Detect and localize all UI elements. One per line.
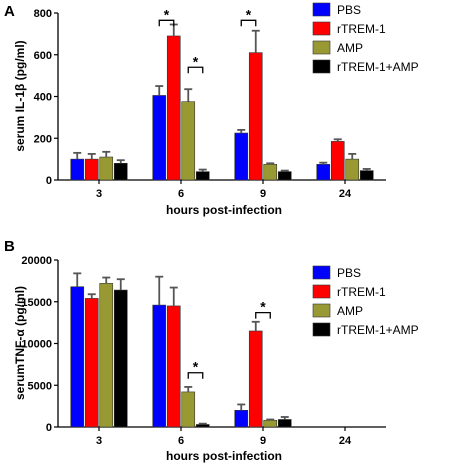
bar-amp [263, 164, 278, 181]
y-axis-title-a: serum IL-1β (pg/ml) [13, 40, 27, 151]
significance-star: * [193, 53, 199, 69]
bar-rtrem-1-amp [113, 163, 128, 181]
y-tick-label: 200 [34, 133, 52, 145]
significance-star: * [260, 299, 266, 315]
bar-amp [345, 158, 360, 181]
bar-amp [99, 156, 114, 181]
bar-rtrem-1-amp [277, 419, 292, 428]
bar-rtrem-1 [84, 158, 99, 181]
bar-amp [181, 391, 196, 428]
x-axis-title-a: hours post-infection [166, 203, 282, 217]
legend-label: AMP [337, 304, 363, 318]
y-tick-label: 400 [34, 92, 52, 104]
legend-swatch [312, 265, 331, 280]
x-tick-label: 9 [260, 435, 266, 447]
x-tick-label: 24 [339, 435, 352, 447]
bar-pbs [70, 286, 85, 428]
bar-rtrem-1 [84, 298, 99, 428]
bar-rtrem-1-amp [277, 171, 292, 181]
bar-pbs [152, 304, 167, 428]
x-tick-label: 6 [178, 188, 184, 200]
x-tick-label: 24 [339, 188, 352, 200]
significance-bracket [158, 19, 175, 27]
bar-pbs [152, 95, 167, 181]
x-axis-title-b: hours post-infection [166, 449, 282, 463]
significance-bracket [187, 372, 204, 379]
significance-star: * [246, 6, 252, 22]
bar-rtrem-1 [166, 35, 181, 181]
legend-label: rTREM-1 [337, 285, 386, 299]
legend-label: rTREM-1+AMP [337, 323, 419, 337]
bar-rtrem-1-amp [359, 170, 374, 181]
legend-label: rTREM-1 [337, 22, 386, 36]
panel-letter-b: B [4, 238, 15, 255]
y-tick-label: 800 [34, 8, 52, 20]
y-tick-label: 0 [46, 422, 52, 434]
legend-swatch [312, 40, 331, 55]
y-tick-label: 5000 [28, 380, 52, 392]
y-tick-label: 10000 [21, 339, 52, 351]
legend-swatch [312, 322, 331, 337]
y-tick-label: 20000 [21, 255, 52, 267]
bar-rtrem-1-amp [113, 289, 128, 428]
legend-label: rTREM-1+AMP [337, 60, 419, 74]
legend-swatch [312, 59, 331, 74]
x-tick-label: 3 [96, 435, 102, 447]
bars-a [70, 23, 374, 181]
x-tick-label: 9 [260, 188, 266, 200]
legend-swatch [312, 303, 331, 318]
bar-amp [181, 101, 196, 181]
bar-rtrem-1-amp [195, 171, 210, 181]
bar-rtrem-1 [248, 52, 263, 181]
bar-rtrem-1-amp [195, 424, 210, 428]
significance-bracket [187, 66, 204, 74]
legend-swatch [312, 21, 331, 36]
significance-star: * [164, 6, 170, 22]
y-tick-label: 0 [46, 175, 52, 187]
significance-bracket [255, 311, 271, 319]
bar-rtrem-1 [248, 330, 263, 428]
bars-b [70, 272, 292, 428]
legend-label: PBS [337, 3, 361, 17]
bar-rtrem-1 [166, 305, 181, 428]
y-axis-title-b: serumTNF-α (pg/ml) [13, 286, 27, 400]
legend-swatch [312, 284, 331, 299]
legend-label: AMP [337, 41, 363, 55]
bar-pbs [234, 132, 249, 181]
significance-a: * * * [158, 6, 257, 74]
panel-b: B serumTNF-α (pg/ml) hours post-infectio… [4, 238, 419, 463]
x-tick-label: 6 [178, 435, 184, 447]
bar-amp [263, 420, 278, 428]
y-tick-label: 15000 [21, 297, 52, 309]
axes-b: 0 5000 10000 15000 20000 3 6 9 24 [21, 255, 386, 447]
significance-star: * [193, 359, 199, 375]
y-tick-label: 600 [34, 50, 52, 62]
legend-b: PBS rTREM-1 AMP rTREM-1+AMP [312, 265, 419, 337]
legend-a: PBS rTREM-1 AMP rTREM-1+AMP [312, 2, 419, 74]
bar-rtrem-1 [330, 141, 345, 181]
significance-bracket [240, 19, 257, 27]
panel-letter-a: A [4, 3, 15, 20]
bar-pbs [70, 158, 85, 181]
significance-b: ** [187, 299, 271, 379]
legend-swatch [312, 2, 331, 17]
bar-pbs [316, 164, 331, 181]
legend-label: PBS [337, 266, 361, 280]
x-tick-label: 3 [96, 188, 102, 200]
panel-a: A serum IL-1β (pg/ml) hours post-infecti… [4, 2, 419, 217]
bar-pbs [234, 409, 249, 428]
bar-amp [99, 283, 114, 428]
